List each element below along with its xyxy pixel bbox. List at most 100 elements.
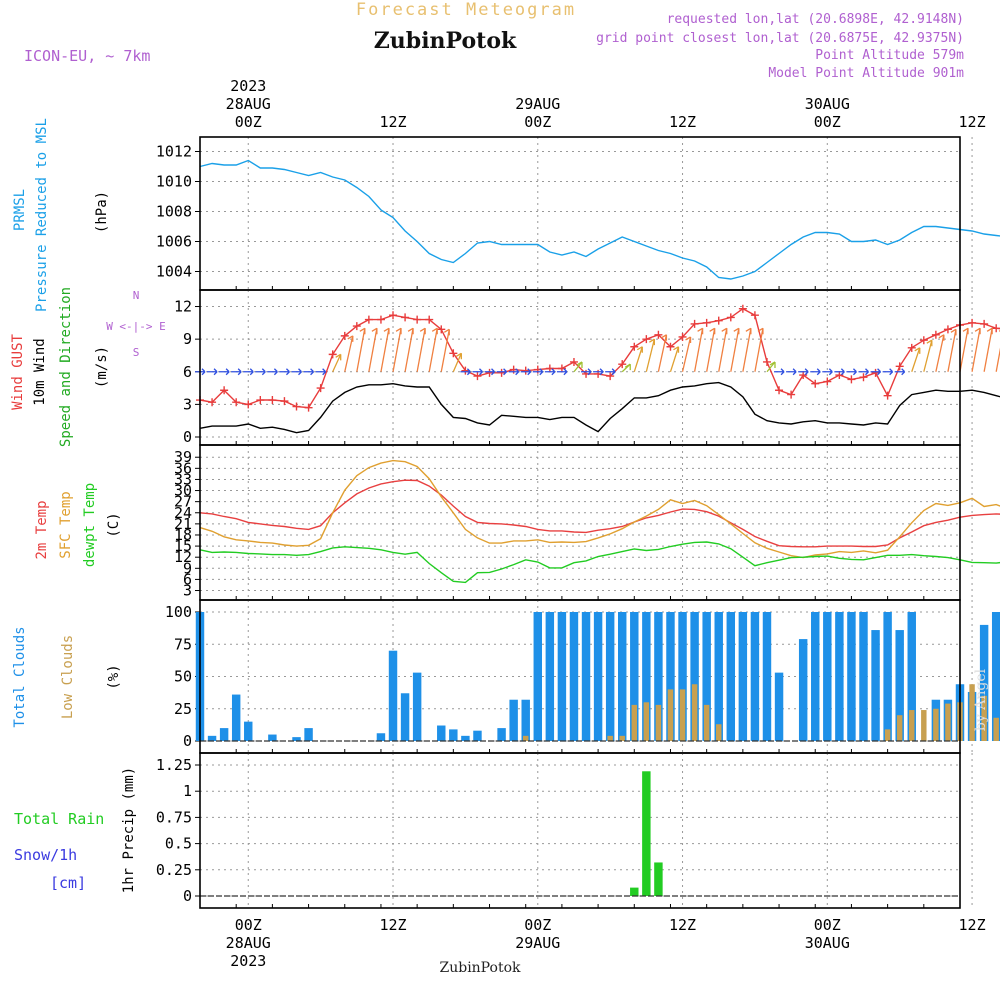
low-clouds-bar [884, 729, 891, 741]
bottom-time-axis: 00Z 12Z 00Z 12Z 00Z 12Z 28AUG 29AUG 30AUG 2023 [226, 916, 986, 970]
wind-arrowhead [649, 338, 655, 346]
wind-arrow [971, 328, 981, 372]
y-tick-label: 1012 [156, 143, 192, 161]
total-clouds-bar [714, 612, 723, 741]
gust-marker [859, 373, 868, 382]
y-tick-label: 1.25 [156, 756, 192, 774]
bottom-tick-label: 00Z [524, 916, 551, 934]
wind-arrow-flat [484, 368, 495, 376]
header: Forecast Meteogram ZubinPotok ICON-EU, ~… [24, 0, 964, 81]
wind-arrowhead [455, 352, 462, 360]
gust-marker [485, 368, 494, 377]
gust-marker [244, 400, 253, 409]
total-clouds-bar [859, 612, 868, 741]
total-clouds-bar [835, 612, 844, 741]
y-tick-label: 6 [183, 363, 192, 381]
y-tick-label: 12 [174, 548, 192, 566]
total-clouds-bar [569, 612, 579, 741]
watermark: by Angel [973, 668, 989, 731]
total-clouds-bar [618, 612, 627, 741]
wind-arrowhead [926, 339, 933, 347]
wind-arrowhead [709, 327, 716, 335]
precip-bar [630, 887, 639, 896]
wind-arrow-flat [846, 368, 857, 376]
gust-marker [352, 322, 361, 331]
y-tick-label: 21 [174, 515, 192, 533]
bottom-tick-label: 12Z [379, 916, 406, 934]
total-clouds-bar [811, 612, 820, 741]
y-tick-label: 9 [183, 330, 192, 348]
total-clouds-bar [244, 721, 253, 741]
wind-arrow-flat [798, 368, 809, 376]
y-tick-label: 27 [174, 493, 192, 511]
bottom-date-label: 30AUG [805, 934, 850, 952]
low-clouds-bar [691, 684, 698, 741]
wind-arrow [947, 329, 957, 372]
total-clouds-bar [690, 612, 699, 741]
total-clouds-bar [762, 612, 772, 741]
low-clouds-bar [981, 695, 987, 741]
gust-marker [690, 319, 699, 328]
series-line [199, 459, 1000, 559]
prmsl-label: PRMSL [12, 189, 28, 231]
y-tick-label: 3 [183, 582, 192, 600]
wind-arrow-flat [279, 368, 290, 376]
series-line [199, 159, 1000, 280]
requested-coords: requested lon,lat (20.6898E, 42.9148N) [667, 12, 964, 27]
low-clouds-bar [993, 717, 999, 741]
wind-arrow [669, 346, 680, 372]
gust-marker [232, 398, 241, 407]
title-small: Forecast Meteogram [356, 0, 576, 20]
wind-arrow-flat [593, 368, 604, 376]
low-clouds-bar [716, 724, 722, 741]
total-clouds-bar [702, 612, 711, 741]
total-clouds-bar [388, 650, 398, 741]
wind-gust-label: Wind GUST [10, 334, 26, 410]
wind-arrow [742, 328, 752, 372]
total-clouds-bar [304, 728, 313, 741]
low-clouds-bar [631, 704, 638, 741]
total-clouds-bar [461, 735, 470, 741]
gust-marker [871, 368, 880, 377]
low-clouds-bar [703, 704, 710, 741]
series-line [199, 381, 1000, 434]
wind-arrow-flat [460, 368, 471, 376]
y-tick-label: 25 [174, 700, 192, 718]
total-clouds-bar [654, 612, 663, 741]
gust-marker [280, 397, 289, 406]
bottom-tick-label: 00Z [814, 916, 841, 934]
wind-arrow-flat [858, 368, 869, 376]
wind-arrow [573, 361, 583, 373]
wind-arrow [959, 328, 969, 372]
top-tick-label: 12Z [959, 113, 986, 131]
wind-arrow [681, 336, 692, 372]
gust-marker [364, 315, 373, 324]
total-clouds-bar [895, 630, 904, 741]
gust-marker [726, 313, 735, 322]
low-clouds-bar [909, 710, 915, 741]
wind-arrow [995, 347, 1000, 372]
gust-marker [907, 343, 916, 352]
wind-arrow [754, 328, 764, 372]
gust-marker [618, 360, 627, 369]
bottom-tick-label: 00Z [235, 916, 262, 934]
y-tick-label: 0 [183, 887, 192, 905]
total-clouds-bar [521, 699, 530, 741]
wind-arrow-flat [520, 368, 532, 376]
gust-marker [919, 336, 928, 345]
gust-marker [292, 402, 301, 411]
wind-arrow [404, 328, 414, 372]
closest-coords: grid point closest lon,lat (20.6875E, 42… [596, 31, 964, 46]
total-clouds-bar [666, 612, 675, 741]
top-date-label: 30AUG [805, 95, 850, 113]
top-year-label: 2023 [230, 77, 266, 95]
gust-marker [497, 368, 506, 377]
wind-arrowhead [359, 327, 366, 335]
wind10-label: 10m Wind [32, 338, 48, 405]
low-clouds-bar [643, 702, 650, 741]
series-line [199, 479, 1000, 548]
total-clouds-bar [991, 612, 1000, 741]
gust-marker [569, 357, 578, 366]
wind-arrowhead [661, 334, 668, 341]
